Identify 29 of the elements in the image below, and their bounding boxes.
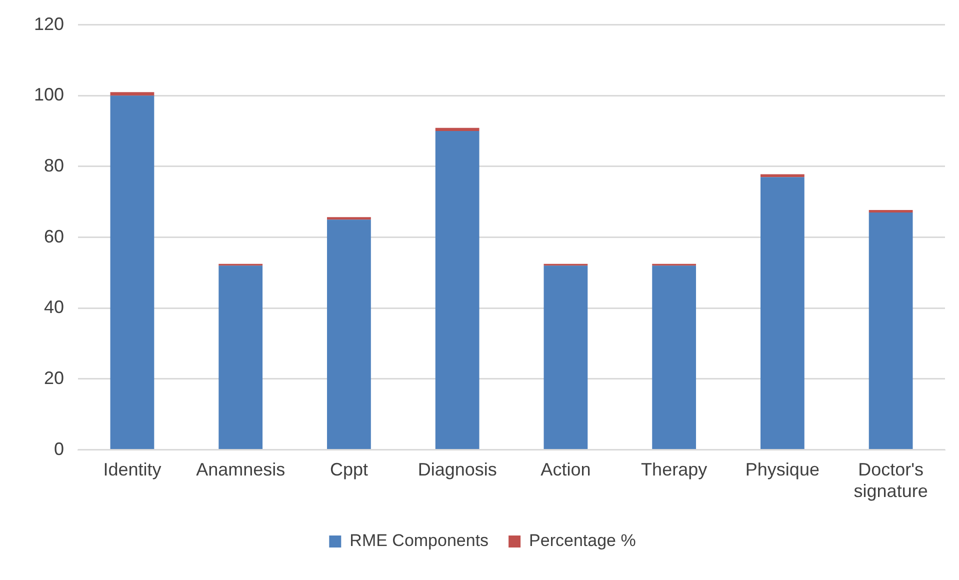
bar bbox=[760, 177, 804, 450]
y-tick-label: 120 bbox=[34, 14, 64, 34]
bar bbox=[327, 220, 371, 450]
y-tick-label: 60 bbox=[44, 226, 64, 246]
legend-label: RME Components bbox=[350, 531, 489, 550]
bar bbox=[435, 131, 480, 450]
bar bbox=[868, 212, 913, 450]
bar bbox=[110, 92, 154, 96]
x-tick-label: Diagnosis bbox=[418, 460, 497, 480]
x-tick-label: Cppt bbox=[330, 460, 368, 480]
x-tick-label: Doctor's signature bbox=[854, 460, 928, 502]
y-tick-label: 40 bbox=[44, 297, 64, 318]
bar bbox=[544, 266, 588, 450]
x-tick-label: Identity bbox=[103, 460, 162, 480]
x-tick-label: Physique bbox=[745, 460, 820, 480]
bar bbox=[110, 96, 154, 450]
y-tick-label: 0 bbox=[54, 438, 64, 459]
x-tick-label: Action bbox=[540, 460, 591, 480]
bar bbox=[218, 266, 263, 450]
bar bbox=[435, 128, 480, 132]
bar bbox=[652, 266, 696, 450]
bar bbox=[327, 217, 371, 220]
x-tick-label: Therapy bbox=[641, 460, 708, 480]
legend-label: Percentage % bbox=[529, 531, 636, 550]
x-tick-label: Anamnesis bbox=[196, 460, 286, 480]
y-tick-label: 20 bbox=[44, 368, 64, 388]
y-tick-label: 100 bbox=[34, 84, 64, 105]
y-tick-label: 80 bbox=[44, 155, 64, 176]
bar bbox=[868, 210, 913, 213]
